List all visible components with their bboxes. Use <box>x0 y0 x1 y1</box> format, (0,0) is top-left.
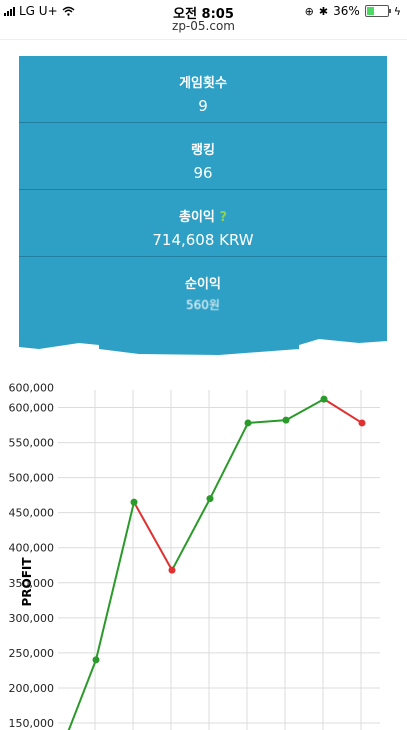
stat-label: 총이익 ? <box>19 190 387 225</box>
y-tick-label: 450,000 <box>9 507 55 520</box>
series-segment <box>67 659 97 730</box>
data-point[interactable] <box>130 498 138 506</box>
data-point[interactable] <box>282 416 290 424</box>
y-axis-label: PROFIT <box>20 557 34 607</box>
stat-value: 96 <box>193 164 213 182</box>
y-tick-label: 350,000 <box>9 577 55 590</box>
help-icon[interactable]: ? <box>219 210 227 225</box>
chart-series <box>67 398 363 730</box>
y-axis: 150,000 200,000 250,000 300,000 350,000 400,0… <box>9 382 55 730</box>
battery-percent: 36% <box>333 4 360 18</box>
y-tick-label: 550,000 <box>9 437 55 450</box>
series-segment <box>323 398 363 424</box>
series-segment <box>133 501 173 571</box>
data-point[interactable] <box>320 395 328 403</box>
y-tick-label: 250,000 <box>9 647 55 660</box>
bluetooth-icon: ✱ <box>318 4 329 18</box>
series-segment <box>285 398 325 422</box>
y-tick-label: 150,000 <box>9 717 55 730</box>
y-tick-label: 200,000 <box>9 682 55 695</box>
url-bar[interactable]: zp-05.com <box>172 19 235 33</box>
status-right: ⊕ ✱ 36% ϟ <box>305 4 401 18</box>
rotation-lock-icon: ⊕ <box>304 4 314 18</box>
stat-ranking: 랭킹 96 <box>19 123 387 190</box>
data-point[interactable] <box>168 566 176 574</box>
data-point[interactable] <box>244 419 252 427</box>
carrier-label: LG U+ <box>19 4 58 18</box>
stat-value: 560원 <box>186 298 220 312</box>
stat-value: 714,608 KRW <box>152 231 254 249</box>
chart-points <box>92 395 366 664</box>
y-tick-label: 600,000 <box>9 382 55 395</box>
series-segment <box>171 498 211 571</box>
y-tick-label: 300,000 <box>9 612 55 625</box>
data-point[interactable] <box>92 656 100 664</box>
y-tick-label: 500,000 <box>9 472 55 485</box>
stat-games: 게임횟수 9 <box>19 56 387 123</box>
stat-label-text: 총이익 <box>179 210 215 225</box>
wifi-icon <box>62 6 75 16</box>
status-bar: LG U+ 오전 8:05 ⊕ ✱ 36% ϟ <box>0 0 407 22</box>
series-segment <box>209 422 249 500</box>
profit-chart: 150,000 200,000 250,000 300,000 350,000 400,0… <box>9 382 380 730</box>
stat-net-profit: 순이익 560원 <box>19 257 387 322</box>
series-segment <box>95 501 135 661</box>
data-point[interactable] <box>358 419 366 427</box>
charging-icon: ϟ <box>393 4 401 18</box>
data-point[interactable] <box>206 495 214 503</box>
chart-grid <box>58 390 380 730</box>
stat-label: 순이익 <box>185 277 221 292</box>
battery-icon <box>364 5 391 17</box>
stat-label: 랭킹 <box>191 143 215 158</box>
series-segment <box>247 419 287 424</box>
signal-icon <box>4 6 15 16</box>
y-tick-label: 600,000 <box>9 402 55 415</box>
status-left: LG U+ <box>4 4 75 18</box>
stat-label: 게임횟수 <box>179 76 227 91</box>
divider <box>0 39 407 40</box>
stats-panel: 게임횟수 9 랭킹 96 총이익 ? 714,608 KRW 순이익 560원 <box>19 56 387 322</box>
stat-total-profit: 총이익 ? 714,608 KRW <box>19 190 387 257</box>
clock: 오전 8:05 <box>173 7 234 22</box>
y-tick-label: 400,000 <box>9 542 55 555</box>
stat-value: 9 <box>198 97 208 115</box>
torn-edge <box>19 319 387 355</box>
